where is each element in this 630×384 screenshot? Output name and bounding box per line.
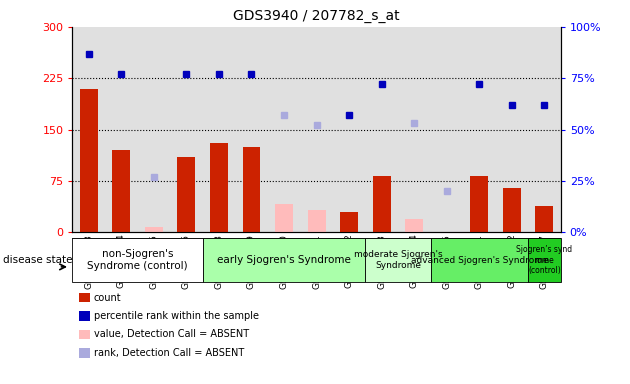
Text: moderate Sjogren's
Syndrome: moderate Sjogren's Syndrome <box>353 250 442 270</box>
Text: percentile rank within the sample: percentile rank within the sample <box>94 311 259 321</box>
Text: early Sjogren's Syndrome: early Sjogren's Syndrome <box>217 255 351 265</box>
Bar <box>80 88 98 232</box>
Bar <box>503 188 521 232</box>
Bar <box>307 210 326 232</box>
Bar <box>340 212 358 232</box>
Text: rank, Detection Call = ABSENT: rank, Detection Call = ABSENT <box>94 348 244 358</box>
Title: GDS3940 / 207782_s_at: GDS3940 / 207782_s_at <box>233 9 400 23</box>
Bar <box>405 218 423 232</box>
Bar <box>471 176 488 232</box>
Text: count: count <box>94 293 122 303</box>
Text: non-Sjogren's
Syndrome (control): non-Sjogren's Syndrome (control) <box>87 249 188 271</box>
Bar <box>210 143 228 232</box>
Text: advanced Sjogren's Syndrome: advanced Sjogren's Syndrome <box>411 256 548 265</box>
Bar <box>373 176 391 232</box>
Text: disease state: disease state <box>3 255 72 265</box>
Bar <box>112 150 130 232</box>
Text: value, Detection Call = ABSENT: value, Detection Call = ABSENT <box>94 329 249 339</box>
Text: Sjogren’s synd
rome
(control): Sjogren’s synd rome (control) <box>517 245 573 275</box>
Bar <box>178 157 195 232</box>
Bar <box>145 227 163 232</box>
Bar <box>536 206 553 232</box>
Bar <box>275 204 293 232</box>
Bar <box>243 147 260 232</box>
